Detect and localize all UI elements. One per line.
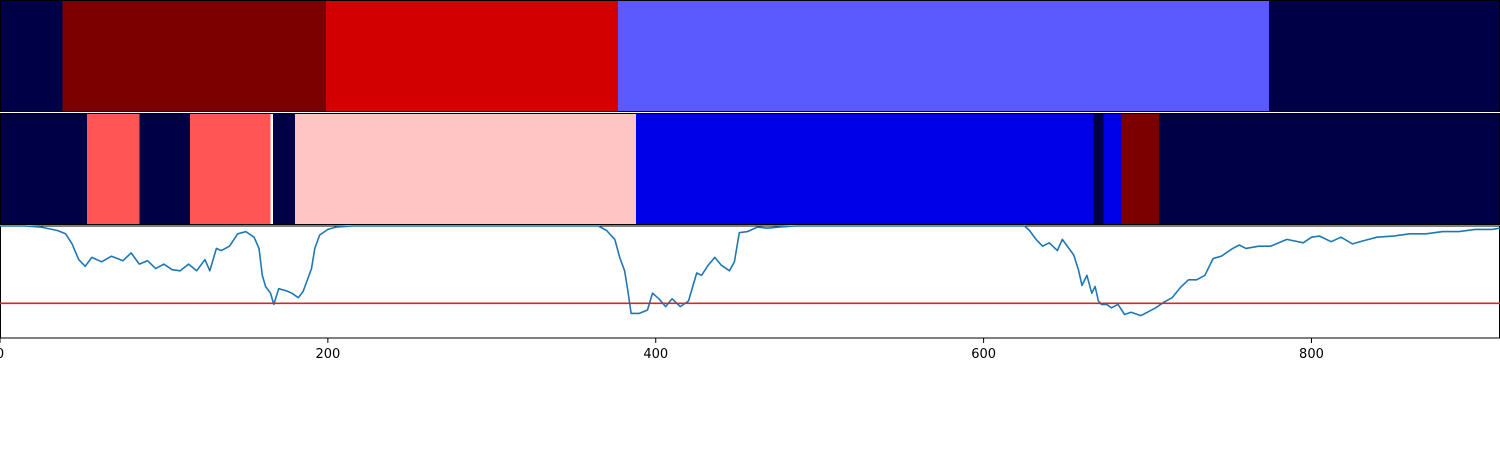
middle-segment-strip: [0, 113, 1500, 225]
segment-top-2: [326, 1, 619, 112]
series-line-0: [0, 225, 1500, 317]
segment-middle-11: [1159, 114, 1500, 225]
segment-middle-2: [139, 114, 191, 225]
segment-top-1: [62, 1, 327, 112]
top-segment-strip: [0, 0, 1500, 112]
segment-top-3: [618, 1, 1269, 112]
line-panel: [0, 225, 1500, 339]
segment-middle-4: [270, 114, 273, 225]
segment-middle-10: [1121, 114, 1160, 225]
x-axis: 0 200 400 600 800: [0, 338, 1324, 362]
segment-middle-8: [1093, 114, 1104, 225]
x-tick-label-0: 0: [0, 347, 4, 362]
x-tick-label-3: 600: [971, 347, 996, 362]
x-tick-label-4: 800: [1299, 347, 1324, 362]
x-tick-label-2: 400: [643, 347, 668, 362]
segment-middle-9: [1103, 114, 1122, 225]
segment-middle-3: [190, 114, 271, 225]
x-tick-label-1: 200: [315, 347, 340, 362]
segment-middle-6: [295, 114, 637, 225]
line-panel-frame: [0, 225, 1500, 339]
segment-middle-1: [86, 114, 140, 225]
segment-middle-7: [636, 114, 1094, 225]
segment-middle-0: [0, 114, 87, 225]
segment-middle-5: [272, 114, 296, 225]
segment-top-4: [1268, 1, 1500, 112]
segment-top-0: [0, 1, 63, 112]
